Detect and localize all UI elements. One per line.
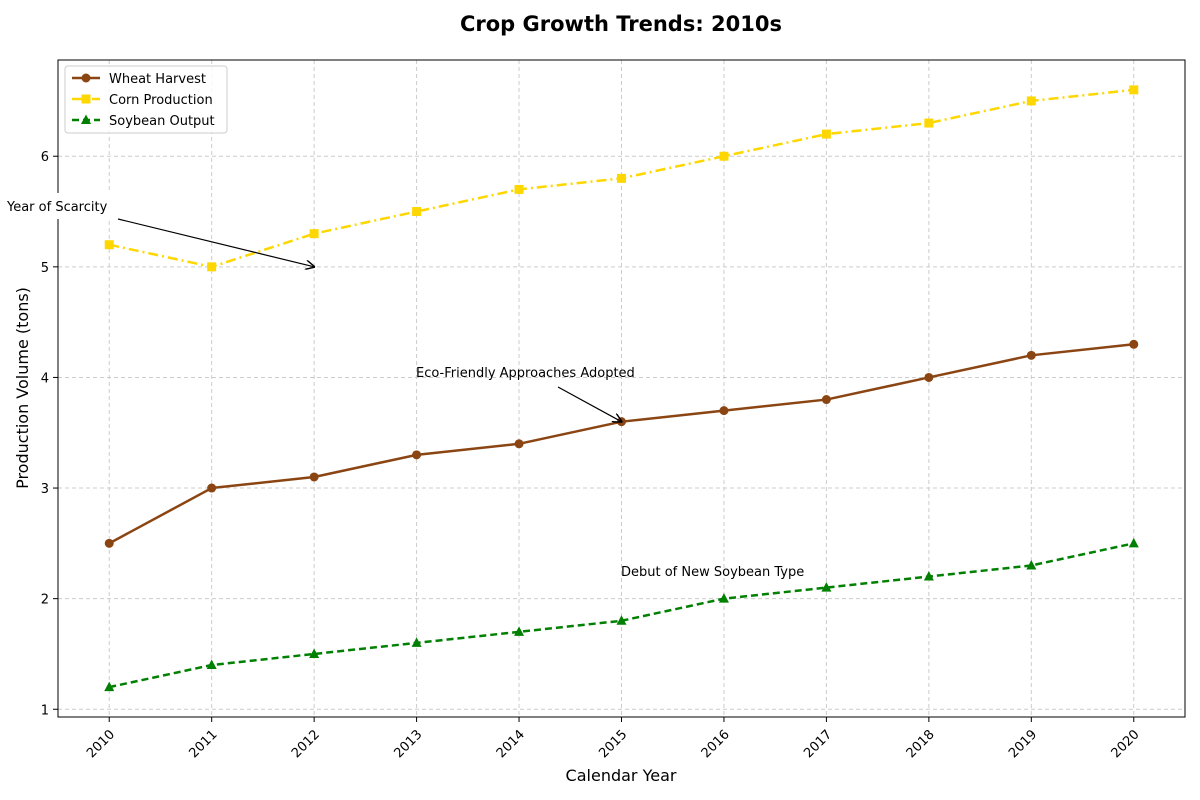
data-point bbox=[1026, 350, 1036, 360]
x-tick-label: 2014 bbox=[494, 727, 528, 761]
legend-box bbox=[64, 65, 228, 134]
annotation: Eco-Friendly Approaches Adopted bbox=[416, 366, 635, 422]
y-tick-label: 4 bbox=[41, 371, 49, 386]
data-point bbox=[1026, 559, 1037, 570]
data-point bbox=[718, 593, 729, 603]
data-point bbox=[412, 450, 422, 460]
data-point bbox=[719, 151, 729, 161]
y-tick-label: 6 bbox=[41, 150, 49, 165]
chart-title: Crop Growth Trends: 2010s bbox=[460, 12, 782, 36]
annotation-text: Debut of New Soybean Type bbox=[621, 565, 804, 580]
data-point bbox=[617, 173, 626, 183]
y-tick-label: 1 bbox=[41, 703, 49, 718]
series-soybean-output bbox=[104, 537, 1139, 692]
data-point bbox=[207, 262, 217, 272]
data-point bbox=[514, 184, 524, 194]
data-point bbox=[719, 406, 729, 416]
legend-label: Wheat Harvest bbox=[109, 72, 206, 87]
data-point bbox=[821, 582, 832, 592]
data-point bbox=[821, 395, 831, 405]
data-point bbox=[207, 483, 217, 493]
x-tick-label: 2016 bbox=[699, 727, 733, 761]
data-point bbox=[411, 637, 422, 647]
data-point bbox=[923, 571, 934, 581]
annotation-text: Year of Scarcity bbox=[6, 200, 108, 215]
y-axis-label: Production Volume (tons) bbox=[13, 287, 32, 489]
x-tick-label: 2012 bbox=[289, 727, 323, 761]
data-point bbox=[104, 538, 114, 548]
data-point bbox=[821, 129, 831, 139]
data-point bbox=[514, 439, 524, 449]
y-tick-label: 3 bbox=[41, 482, 49, 497]
grid bbox=[58, 60, 1185, 717]
data-point bbox=[309, 229, 319, 239]
annotation-arrow bbox=[557, 386, 622, 422]
data-point bbox=[924, 372, 934, 382]
axis-ticks: 2010 2011 2012 2013 2014 2015 2016 2017 2018 2019… bbox=[41, 150, 1143, 761]
legend-label: Soybean Output bbox=[109, 114, 215, 129]
data-point bbox=[309, 648, 320, 658]
annotation-arrow bbox=[117, 218, 314, 267]
data-point bbox=[206, 659, 217, 670]
data-point bbox=[514, 626, 525, 636]
data-point bbox=[309, 472, 319, 482]
legend-item: Wheat Harvest bbox=[72, 72, 206, 87]
legend-marker bbox=[81, 114, 91, 124]
y-tick-label: 2 bbox=[41, 593, 49, 608]
data-point bbox=[1129, 339, 1139, 349]
x-tick-label: 2018 bbox=[904, 727, 938, 761]
data-point bbox=[1026, 96, 1036, 106]
annotation: Year of Scarcity bbox=[0, 193, 314, 267]
annotation: Debut of New Soybean Type bbox=[621, 565, 804, 580]
x-axis-label: Calendar Year bbox=[566, 766, 677, 785]
x-tick-label: 2017 bbox=[801, 727, 835, 761]
annotation-background bbox=[0, 193, 120, 219]
x-tick-label: 2010 bbox=[84, 727, 118, 761]
data-point bbox=[1128, 537, 1139, 548]
x-tick-label: 2020 bbox=[1109, 727, 1143, 761]
data-point bbox=[1129, 85, 1139, 95]
data-point bbox=[104, 681, 115, 692]
data-point bbox=[104, 240, 114, 250]
legend-marker bbox=[81, 94, 91, 104]
data-point bbox=[924, 118, 934, 128]
legend-label: Corn Production bbox=[109, 93, 213, 108]
series-corn-production bbox=[104, 85, 1139, 272]
annotation-text: Eco-Friendly Approaches Adopted bbox=[416, 366, 635, 381]
x-tick-label: 2013 bbox=[391, 727, 425, 761]
x-tick-label: 2011 bbox=[187, 727, 221, 761]
legend-marker bbox=[81, 73, 91, 83]
data-point bbox=[412, 207, 422, 217]
x-tick-label: 2019 bbox=[1006, 727, 1040, 761]
legend-item: Soybean Output bbox=[72, 114, 215, 129]
y-tick-label: 5 bbox=[41, 261, 49, 276]
legend: Wheat Harvest Corn Production Soybean Outp… bbox=[64, 65, 228, 134]
annotations: Year of Scarcity Eco-Friendly Approaches … bbox=[0, 193, 804, 580]
x-tick-label: 2015 bbox=[596, 727, 630, 761]
data-point bbox=[616, 615, 627, 625]
legend-item: Corn Production bbox=[72, 93, 213, 108]
